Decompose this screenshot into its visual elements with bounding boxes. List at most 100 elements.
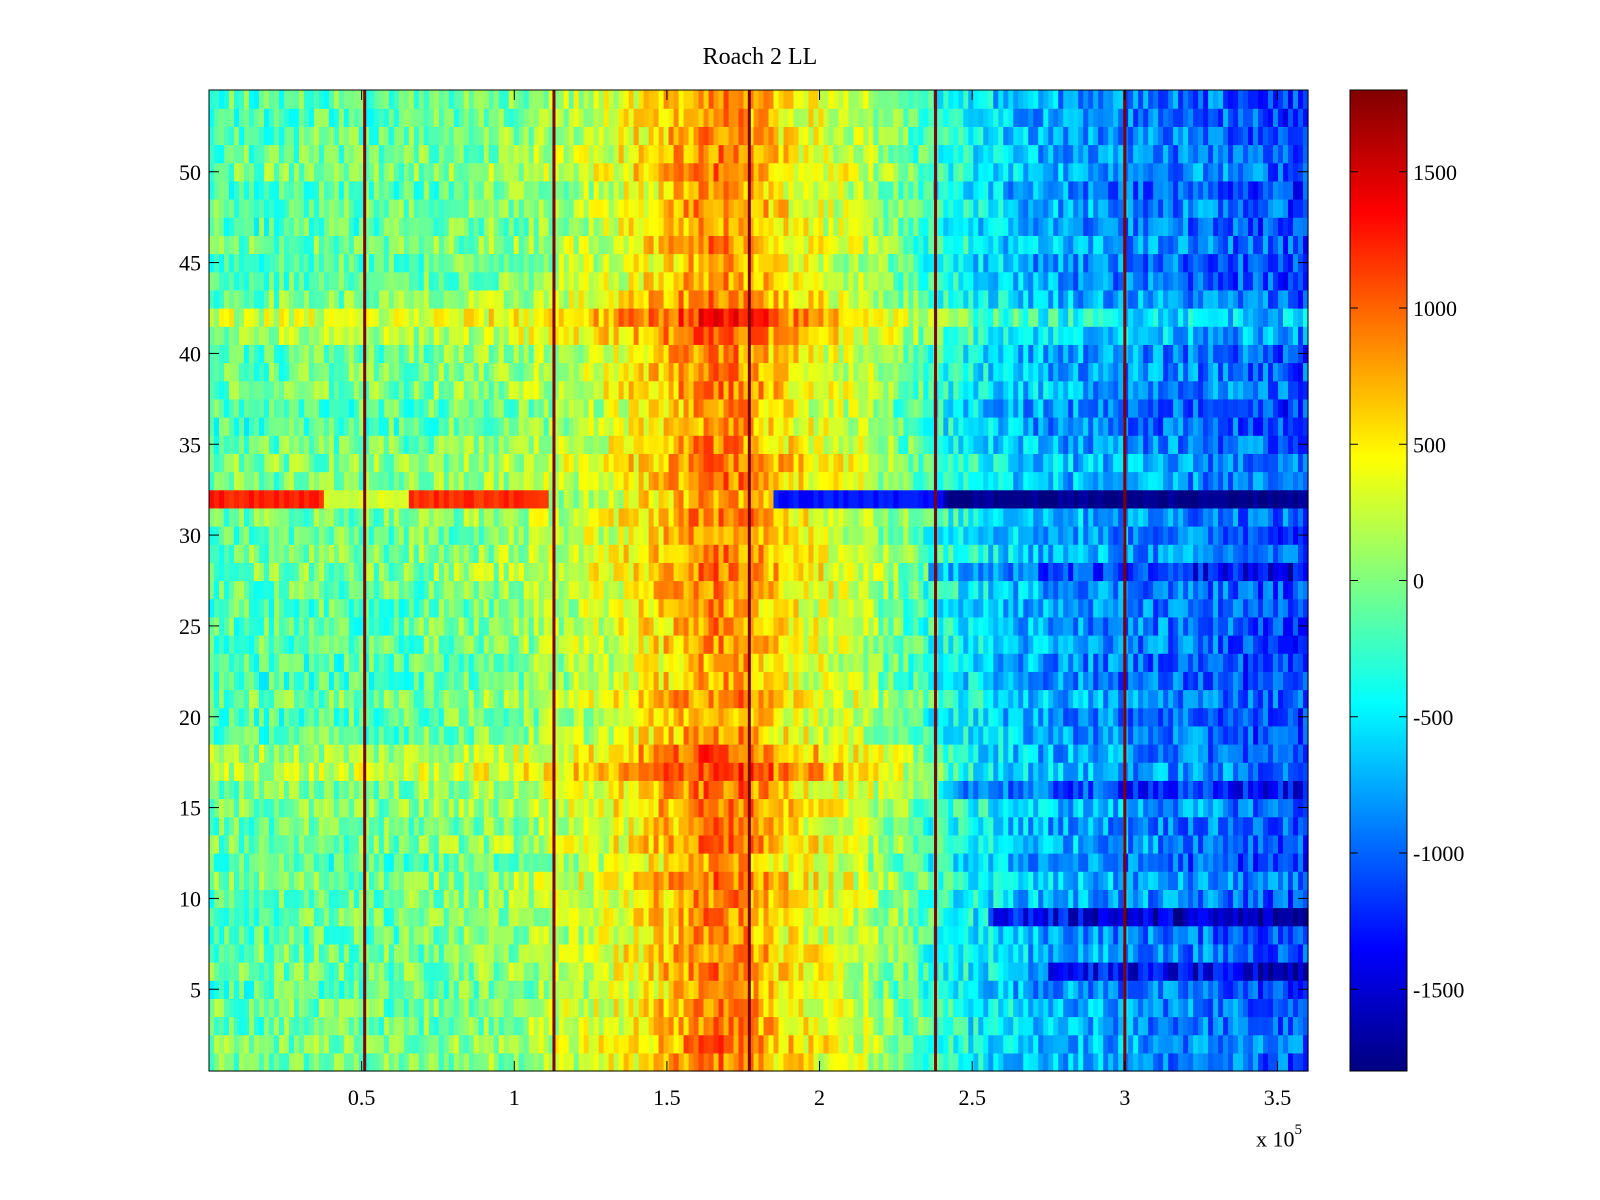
heatmap-cell [948, 925, 954, 945]
heatmap-cell [473, 725, 480, 745]
heatmap-cell [708, 853, 715, 872]
heatmap-cell [1248, 707, 1254, 727]
heatmap-cell [773, 889, 780, 909]
heatmap-cell [1003, 962, 1009, 981]
heatmap-cell [1153, 762, 1159, 781]
heatmap-cell [853, 744, 860, 763]
heatmap-cell [223, 889, 230, 909]
heatmap-cell [478, 744, 485, 763]
heatmap-cell [288, 889, 295, 909]
heatmap-cell [623, 871, 630, 890]
heatmap-cell [1233, 907, 1239, 927]
heatmap-cell [388, 1016, 395, 1036]
heatmap-cell [423, 1052, 430, 1072]
heatmap-cell [473, 1034, 480, 1054]
heatmap-cell [898, 744, 904, 763]
heatmap-cell [988, 816, 994, 836]
heatmap-cell [883, 725, 889, 745]
heatmap-cell [318, 707, 325, 727]
heatmap-cell [818, 925, 825, 945]
heatmap-cell [888, 998, 894, 1018]
heatmap-cell [978, 725, 984, 745]
heatmap-cell [758, 1034, 765, 1054]
heatmap-cell [793, 1016, 800, 1036]
heatmap-cell [1018, 853, 1024, 872]
heatmap-cell [918, 925, 924, 945]
heatmap-cell [1143, 834, 1149, 854]
heatmap-cell [328, 671, 335, 691]
heatmap-cell [1058, 962, 1064, 981]
heatmap-cell [1173, 907, 1179, 927]
heatmap-cell [613, 1034, 620, 1054]
heatmap-cell [628, 962, 635, 981]
heatmap-cell [1293, 1052, 1299, 1072]
heatmap-cell [978, 962, 984, 981]
heatmap-cell [218, 962, 225, 981]
heatmap-cell [1203, 925, 1209, 945]
heatmap-cell [1088, 744, 1094, 763]
heatmap-cell [728, 816, 735, 836]
heatmap-cell [353, 962, 360, 981]
heatmap-cell [278, 853, 285, 872]
heatmap-cell [488, 889, 495, 909]
heatmap-cell [1158, 1016, 1164, 1036]
heatmap-cell [983, 853, 989, 872]
heatmap-cell [873, 1034, 879, 1054]
heatmap-cell [1243, 1034, 1249, 1054]
heatmap-cell [703, 798, 710, 818]
heatmap-cell [763, 962, 770, 981]
heatmap-cell [423, 707, 430, 727]
heatmap-cell [393, 762, 400, 781]
heatmap-cell [223, 653, 230, 672]
heatmap-cell [1078, 744, 1084, 763]
heatmap-cell [593, 689, 600, 709]
heatmap-cell [483, 653, 490, 672]
heatmap-cell [633, 889, 640, 909]
heatmap-cell [528, 853, 535, 872]
heatmap-cell [688, 762, 695, 781]
heatmap-cell [1178, 834, 1184, 854]
heatmap-cell [323, 907, 330, 927]
heatmap-cell [813, 871, 820, 890]
heatmap-cell [538, 653, 545, 672]
heatmap-cell [218, 925, 225, 945]
heatmap-cell [883, 962, 889, 981]
heatmap-cell [1293, 853, 1299, 872]
heatmap-cell [843, 816, 850, 836]
heatmap-cell [453, 707, 460, 727]
heatmap-cell [793, 1052, 800, 1072]
heatmap-cell [528, 725, 535, 745]
heatmap-cell [413, 871, 420, 890]
heatmap-cell [1133, 925, 1139, 945]
heatmap-cell [253, 707, 260, 727]
heatmap-cell [418, 925, 425, 945]
heatmap-cell [468, 707, 475, 727]
heatmap-cell [1198, 907, 1204, 927]
heatmap-cell [313, 907, 320, 927]
heatmap-cell [723, 998, 730, 1018]
heatmap-cell [443, 871, 450, 890]
heatmap-cell [1283, 871, 1289, 890]
heatmap-cell [588, 925, 595, 945]
heatmap-cell [1203, 980, 1209, 999]
heatmap-cell [413, 744, 420, 763]
heatmap-cell [788, 998, 795, 1018]
heatmap-cell [363, 1034, 370, 1054]
heatmap-cell [568, 871, 575, 890]
heatmap-cell [783, 907, 790, 927]
heatmap-cell [633, 925, 640, 945]
heatmap-cell [718, 907, 725, 927]
heatmap-cell [308, 707, 315, 727]
heatmap-cell [233, 943, 240, 963]
heatmap-cell [228, 853, 235, 872]
heatmap-cell [753, 1034, 760, 1054]
heatmap-cell [378, 671, 385, 691]
heatmap-cell [1073, 907, 1079, 927]
heatmap-cell [668, 980, 675, 999]
heatmap-cell [278, 689, 285, 709]
heatmap-cell [333, 871, 340, 890]
heatmap-cell [998, 1016, 1004, 1036]
heatmap-cell [773, 962, 780, 981]
heatmap-cell [1198, 962, 1204, 981]
heatmap-cell [433, 907, 440, 927]
